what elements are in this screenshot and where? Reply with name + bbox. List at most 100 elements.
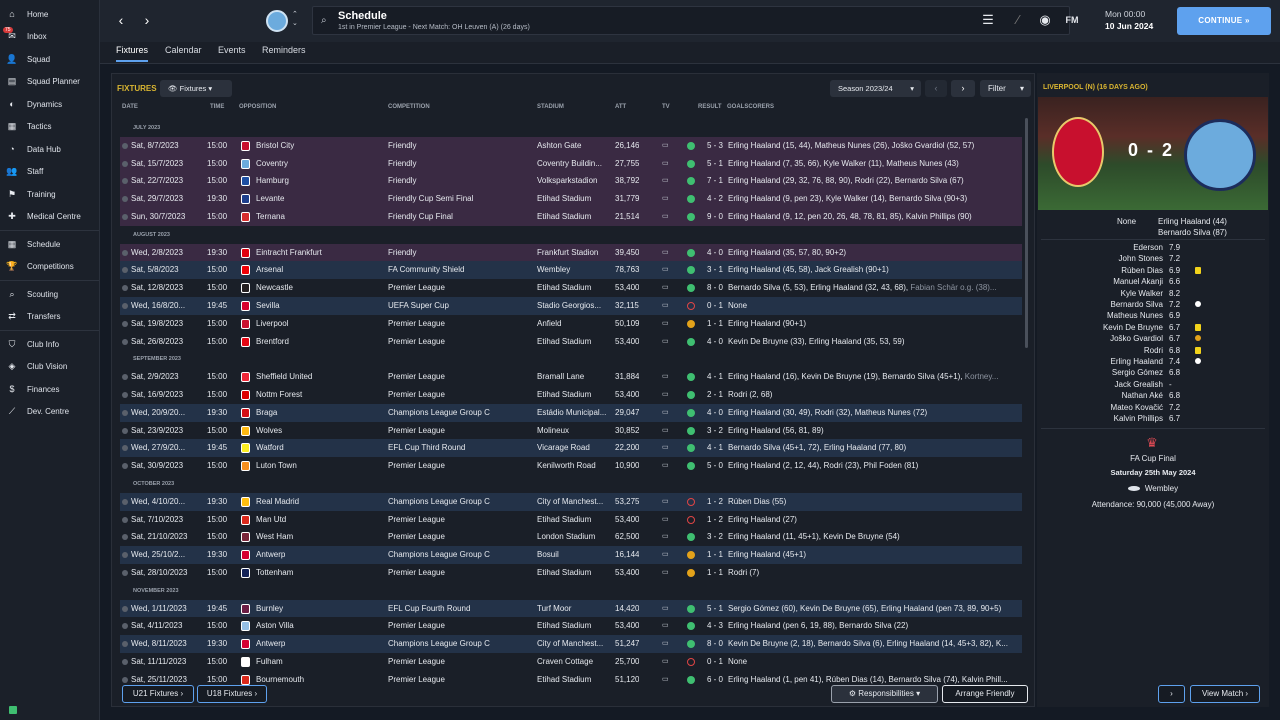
pin-icon[interactable] <box>122 142 128 149</box>
fixture-opponent[interactable]: Sevilla <box>256 300 280 310</box>
fixture-competition[interactable]: Premier League <box>388 621 445 631</box>
col-result[interactable]: RESULT <box>698 104 722 110</box>
fixture-row[interactable]: Sat, 29/7/2023 19:30 Levante Friendly Cup S… <box>120 190 1022 208</box>
fixture-result[interactable]: 1 - 2 <box>707 496 724 506</box>
pin-icon[interactable] <box>122 605 128 612</box>
fixture-competition[interactable]: Premier League <box>388 425 445 435</box>
player-name[interactable]: Kevin De Bruyne <box>1102 322 1163 332</box>
player-name[interactable]: Rúben Dias <box>1121 265 1163 275</box>
fixture-competition[interactable]: Premier League <box>388 656 445 666</box>
pin-icon[interactable] <box>122 534 128 541</box>
fixture-competition[interactable]: FA Community Shield <box>388 265 465 275</box>
fixture-row[interactable]: Sat, 5/8/2023 15:00 Arsenal FA Community Sh… <box>120 261 1022 280</box>
fixture-result[interactable]: 0 - 1 <box>707 300 724 310</box>
fixture-opponent[interactable]: Braga <box>256 407 278 417</box>
fixture-opponent[interactable]: Man Utd <box>256 514 287 524</box>
fixture-row[interactable]: Wed, 20/9/20... 19:30 Braga Champions Leagu… <box>120 403 1022 422</box>
col-tv[interactable]: TV <box>662 104 670 110</box>
fixture-competition[interactable]: Premier League <box>388 674 445 684</box>
fixture-competition[interactable]: Premier League <box>388 567 445 577</box>
pin-icon[interactable] <box>122 623 128 630</box>
sidebar-item-tactics[interactable]: ▦ Tactics <box>0 116 99 139</box>
pin-icon[interactable] <box>122 445 128 452</box>
player-name[interactable]: Joško Gvardiol <box>1110 334 1163 344</box>
sidebar-item-club-info[interactable]: ⛉ Club Info <box>0 333 99 356</box>
fixture-result[interactable]: 7 - 1 <box>707 176 724 186</box>
fixture-competition[interactable]: Premier League <box>388 336 445 346</box>
fixture-competition[interactable]: Premier League <box>388 389 445 399</box>
col-time[interactable]: TIME <box>210 104 225 110</box>
fixture-row[interactable]: Wed, 16/8/20... 19:45 Sevilla UEFA Super Cu… <box>120 296 1022 315</box>
fixture-opponent[interactable]: Hamburg <box>256 176 289 186</box>
fixture-result[interactable]: 2 - 1 <box>707 389 724 399</box>
fixture-row[interactable]: Wed, 27/9/20... 19:45 Watford EFL Cup Third… <box>120 439 1022 458</box>
arrange-friendly-button[interactable]: Arrange Friendly <box>942 685 1028 703</box>
fixture-result[interactable]: 4 - 2 <box>707 194 724 204</box>
player-name[interactable]: Kyle Walker <box>1120 288 1163 298</box>
pin-icon[interactable] <box>122 676 128 683</box>
sidebar-item-competitions[interactable]: 🏆 Competitions <box>0 256 99 279</box>
menu-icon[interactable]: ☰ <box>982 12 994 27</box>
globe-icon[interactable]: ◉ <box>1039 12 1051 27</box>
fixture-competition[interactable]: Champions League Group C <box>388 407 490 417</box>
pin-icon[interactable] <box>122 427 128 434</box>
fixture-opponent[interactable]: Sheffield United <box>256 372 313 382</box>
fixture-row[interactable]: Wed, 1/11/2023 19:45 Burnley EFL Cup Fourth… <box>120 599 1022 618</box>
fixture-opponent[interactable]: Antwerp <box>256 639 286 649</box>
fixture-row[interactable]: Sun, 30/7/2023 15:00 Ternana Friendly Cup F… <box>120 207 1022 226</box>
pin-icon[interactable] <box>122 338 128 345</box>
tab-reminders[interactable]: Reminders <box>262 45 306 55</box>
player-name[interactable]: Manuel Akanji <box>1113 277 1163 287</box>
fixture-opponent[interactable]: Antwerp <box>256 550 286 560</box>
pin-icon[interactable] <box>122 641 128 648</box>
fixture-result[interactable]: 4 - 1 <box>707 372 724 382</box>
fixture-row[interactable]: Sat, 2/9/2023 15:00 Sheffield United Premie… <box>120 368 1022 386</box>
fixture-competition[interactable]: Premier League <box>388 532 445 542</box>
season-dropdown[interactable]: Season 2023/24 ▾ <box>830 80 921 97</box>
pin-icon[interactable] <box>122 249 128 256</box>
fixture-result[interactable]: 4 - 0 <box>707 336 724 346</box>
fixture-result[interactable]: 3 - 1 <box>707 265 724 275</box>
fm-icon[interactable]: FM <box>1065 15 1079 25</box>
pin-icon[interactable] <box>122 569 128 576</box>
fixture-row[interactable]: Sat, 8/7/2023 15:00 Bristol City Friendly As… <box>120 136 1022 155</box>
fixture-competition[interactable]: Champions League Group C <box>388 639 490 649</box>
fixture-result[interactable]: 3 - 2 <box>707 425 724 435</box>
sidebar-item-staff[interactable]: 👥 Staff <box>0 161 99 184</box>
fixture-result[interactable]: 4 - 0 <box>707 247 724 257</box>
sidebar-item-finances[interactable]: $ Finances <box>0 378 99 401</box>
fixture-competition[interactable]: Friendly <box>388 140 417 150</box>
fixtures-view-dropdown[interactable]: 👁 Fixtures ▾ <box>160 80 232 97</box>
fixture-row[interactable]: Sat, 19/8/2023 15:00 Liverpool Premier Leag… <box>120 315 1022 333</box>
fixture-opponent[interactable]: Wolves <box>256 425 283 435</box>
club-switch-icon[interactable]: ⌃ ⌄ <box>292 11 298 27</box>
next-season-button[interactable]: › <box>951 80 975 97</box>
tab-calendar[interactable]: Calendar <box>165 45 202 55</box>
sidebar-item-squad[interactable]: 👤 Squad <box>0 48 99 71</box>
u21-fixtures-button[interactable]: U21 Fixtures › <box>122 685 194 703</box>
fixture-row[interactable]: Sat, 16/9/2023 15:00 Nottm Forest Premier L… <box>120 386 1022 404</box>
fixture-row[interactable]: Sat, 30/9/2023 15:00 Luton Town Premier Lea… <box>120 457 1022 475</box>
fixture-opponent[interactable]: Real Madrid <box>256 496 300 506</box>
fixture-row[interactable]: Sat, 21/10/2023 15:00 West Ham Premier Leag… <box>120 528 1022 546</box>
player-name[interactable]: Matheus Nunes <box>1106 311 1163 321</box>
fixture-competition[interactable]: Friendly <box>388 158 417 168</box>
fixture-result[interactable]: 4 - 3 <box>707 621 724 631</box>
fixture-opponent[interactable]: West Ham <box>256 532 294 542</box>
col-stadium[interactable]: STADIUM <box>537 104 564 110</box>
u18-fixtures-button[interactable]: U18 Fixtures › <box>197 685 267 703</box>
fixture-competition[interactable]: Friendly <box>388 176 417 186</box>
fixture-opponent[interactable]: Ternana <box>256 211 285 221</box>
fixture-row[interactable]: Sat, 7/10/2023 15:00 Man Utd Premier League… <box>120 511 1022 529</box>
sidebar-item-dynamics[interactable]: ◐ Dynamics <box>0 93 99 116</box>
scrollbar[interactable] <box>1025 118 1028 348</box>
fixture-competition[interactable]: EFL Cup Third Round <box>388 443 466 453</box>
fixture-result[interactable]: 4 - 1 <box>707 443 724 453</box>
col-competition[interactable]: COMPETITION <box>388 104 430 110</box>
fixture-row[interactable]: Sat, 15/7/2023 15:00 Coventry Friendly Coven… <box>120 154 1022 173</box>
fixture-competition[interactable]: Premier League <box>388 461 445 471</box>
match-banner[interactable]: 0 - 2 <box>1038 97 1268 210</box>
pin-icon[interactable] <box>122 320 128 327</box>
next-match-button[interactable]: › <box>1158 685 1185 703</box>
sidebar-item-data-hub[interactable]: ◔ Data Hub <box>0 138 99 161</box>
